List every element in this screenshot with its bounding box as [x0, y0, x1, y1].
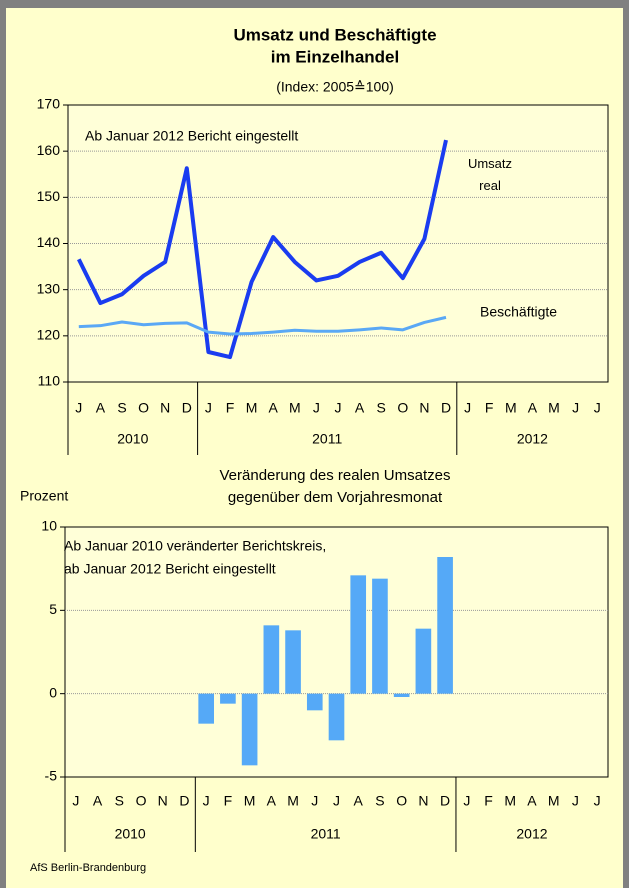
- x-tick-label: M: [287, 793, 299, 809]
- x-tick-label: A: [267, 793, 277, 809]
- x-tick-label: J: [463, 793, 470, 809]
- x-tick-label: F: [485, 400, 494, 416]
- y-tick-label: 0: [49, 684, 57, 700]
- x-tick-label: A: [269, 400, 279, 416]
- x-tick-label: N: [418, 793, 428, 809]
- series-line: [77, 139, 448, 360]
- x-tick-label: J: [203, 793, 210, 809]
- x-tick-label: J: [311, 793, 318, 809]
- x-tick-label: A: [528, 400, 538, 416]
- x-tick-label: S: [115, 793, 124, 809]
- bar: [350, 575, 367, 694]
- x-tick-label: J: [313, 400, 320, 416]
- x-tick-label: J: [335, 400, 342, 416]
- bar: [263, 625, 280, 694]
- bar: [306, 693, 323, 711]
- x-tick-label: S: [375, 793, 384, 809]
- y-tick-label: 110: [38, 373, 61, 389]
- chart-subtitle: (Index: 2005≙100): [276, 79, 394, 95]
- chart-title: im Einzelhandel: [271, 47, 399, 66]
- y-tick-label: 150: [37, 188, 61, 204]
- x-tick-label: A: [527, 793, 537, 809]
- footer: AfS Berlin-Brandenburg: [30, 862, 146, 874]
- x-tick-label: A: [354, 793, 364, 809]
- bar: [198, 693, 214, 724]
- x-tick-label: D: [441, 400, 451, 416]
- x-tick-label: A: [93, 793, 103, 809]
- x-tick-label: M: [504, 793, 516, 809]
- series-line: [78, 315, 447, 336]
- y-axis-label: Prozent: [20, 488, 68, 504]
- year-label: 2011: [311, 826, 341, 842]
- x-tick-label: M: [289, 400, 301, 416]
- bar: [393, 693, 410, 697]
- annotation: ab Januar 2012 Bericht eingestellt: [64, 561, 276, 577]
- x-tick-label: O: [138, 400, 149, 416]
- x-tick-label: M: [244, 793, 256, 809]
- x-tick-label: M: [246, 400, 258, 416]
- x-tick-label: J: [75, 400, 82, 416]
- x-tick-label: M: [548, 793, 560, 809]
- y-tick-label: -5: [45, 768, 58, 784]
- x-tick-label: D: [440, 793, 450, 809]
- x-tick-label: J: [572, 400, 579, 416]
- x-tick-label: M: [505, 400, 517, 416]
- y-tick-label: 170: [37, 96, 61, 112]
- x-tick-label: J: [205, 400, 212, 416]
- x-tick-label: S: [377, 400, 386, 416]
- bar: [415, 628, 432, 694]
- series-label: Umsatz real: [467, 156, 513, 193]
- bar: [220, 693, 236, 704]
- x-tick-label: N: [160, 400, 170, 416]
- x-tick-label: O: [397, 400, 408, 416]
- x-tick-label: J: [464, 400, 471, 416]
- x-tick-label: J: [594, 400, 601, 416]
- x-tick-label: J: [594, 793, 601, 809]
- bar: [437, 557, 453, 694]
- x-tick-label: J: [72, 793, 79, 809]
- y-tick-label: 5: [49, 601, 57, 617]
- bar: [285, 630, 301, 694]
- x-tick-label: F: [224, 793, 233, 809]
- x-tick-label: M: [548, 400, 560, 416]
- bar: [372, 578, 388, 694]
- annotation: Ab Januar 2010 veränderter Berichtskreis…: [64, 538, 326, 554]
- x-tick-label: D: [179, 793, 189, 809]
- chart-title: gegenüber dem Vorjahresmonat: [228, 489, 443, 506]
- bar: [328, 693, 345, 741]
- y-tick-label: 120: [37, 327, 61, 343]
- x-tick-label: J: [333, 793, 340, 809]
- year-label: 2012: [517, 431, 548, 447]
- x-tick-label: S: [117, 400, 126, 416]
- x-tick-label: F: [226, 400, 235, 416]
- series-label: Beschäftigte: [480, 304, 557, 320]
- x-tick-label: O: [396, 793, 407, 809]
- year-label: 2012: [516, 826, 547, 842]
- x-tick-label: N: [158, 793, 168, 809]
- year-label: 2011: [312, 431, 342, 447]
- year-label: 2010: [117, 431, 148, 447]
- x-tick-label: A: [355, 400, 365, 416]
- y-tick-label: 140: [37, 234, 61, 250]
- chart-title: Umsatz und Beschäftigte: [233, 25, 436, 44]
- y-tick-label: 10: [41, 518, 57, 534]
- year-label: 2010: [115, 826, 146, 842]
- x-tick-label: N: [419, 400, 429, 416]
- bar: [241, 693, 258, 766]
- annotation: Ab Januar 2012 Bericht eingestellt: [85, 128, 298, 144]
- x-tick-label: F: [484, 793, 493, 809]
- x-tick-label: D: [182, 400, 192, 416]
- x-tick-label: A: [96, 400, 106, 416]
- chart-title: Veränderung des realen Umsatzes: [220, 467, 451, 484]
- x-tick-label: J: [572, 793, 579, 809]
- y-tick-label: 160: [37, 142, 61, 158]
- x-tick-label: O: [136, 793, 147, 809]
- y-tick-label: 130: [37, 280, 61, 296]
